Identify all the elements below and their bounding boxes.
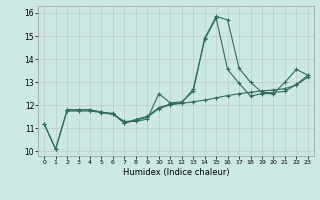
X-axis label: Humidex (Indice chaleur): Humidex (Indice chaleur) xyxy=(123,168,229,177)
